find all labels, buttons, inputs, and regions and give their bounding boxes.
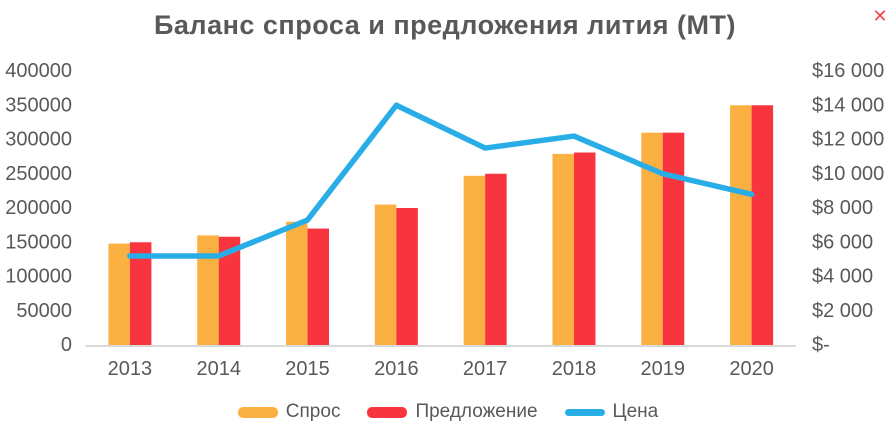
x-axis-label-2016: 2016 (374, 358, 419, 380)
bar-demand-2020[interactable] (730, 105, 752, 345)
legend-item-price[interactable]: Цена (564, 401, 659, 423)
right-axis-tick: $2 000 (812, 300, 873, 322)
left-axis-tick: 350000 (5, 94, 72, 116)
x-axis-label-2017: 2017 (463, 358, 508, 380)
close-icon[interactable]: ✕ (872, 6, 888, 26)
legend-swatch-bar (237, 406, 278, 418)
bar-demand-2013[interactable] (108, 243, 130, 345)
legend-label: Спрос (285, 401, 341, 422)
right-axis-tick: $12 000 (812, 129, 884, 151)
chart-title: Баланс спроса и предложения лития (МТ) (154, 10, 736, 40)
x-axis-label-2014: 2014 (196, 358, 241, 380)
x-axis-label-2019: 2019 (641, 358, 686, 380)
right-axis-tick: $- (812, 334, 830, 356)
left-axis-tick: 150000 (5, 231, 72, 253)
bar-demand-2017[interactable] (463, 175, 486, 345)
legend-swatch-bar (367, 406, 408, 418)
left-axis-tick: 200000 (5, 197, 72, 219)
left-axis-tick: 250000 (5, 163, 72, 185)
left-axis-tick: 0 (61, 334, 72, 356)
right-axis-tick: $16 000 (812, 60, 884, 82)
bar-demand-2014[interactable] (197, 235, 219, 345)
bar-supply-2014[interactable] (218, 236, 241, 345)
bar-supply-2020[interactable] (751, 105, 774, 345)
bar-demand-2018[interactable] (552, 153, 574, 345)
bar-supply-2018[interactable] (573, 152, 596, 345)
right-axis-tick: $14 000 (812, 94, 884, 116)
bar-supply-2017[interactable] (485, 173, 507, 345)
bar-supply-2016[interactable] (396, 208, 418, 345)
price-line[interactable] (127, 102, 755, 259)
x-axis-label-2015: 2015 (285, 358, 330, 380)
legend: Спрос Предложение Цена (0, 398, 896, 426)
x-axis-label-2013: 2013 (108, 358, 153, 380)
bar-demand-2015[interactable] (286, 221, 308, 345)
legend-swatch-line (564, 408, 605, 416)
right-axis-tick: $10 000 (812, 163, 884, 185)
left-axis-tick: 400000 (5, 60, 72, 82)
bar-demand-2019[interactable] (641, 132, 663, 345)
left-axis-tick: 50000 (16, 300, 72, 322)
right-axis-tick: $8 000 (812, 197, 873, 219)
x-axis-label-2018: 2018 (552, 358, 597, 380)
bar-supply-2013[interactable] (129, 242, 152, 345)
left-axis-tick: 300000 (5, 129, 72, 151)
bar-supply-2015[interactable] (307, 228, 330, 345)
bar-demand-2016[interactable] (374, 204, 397, 345)
right-axis-tick: $4 000 (812, 266, 873, 288)
x-axis-label-2020: 2020 (729, 358, 774, 380)
legend-item-supply[interactable]: Предложение (367, 401, 538, 423)
legend-label: Цена (612, 401, 659, 422)
left-axis-tick: 100000 (5, 266, 72, 288)
right-axis-tick: $6 000 (812, 231, 873, 253)
legend-item-demand[interactable]: Спрос (237, 401, 341, 423)
legend-label: Предложение (415, 401, 538, 422)
bar-supply-2019[interactable] (662, 132, 685, 345)
